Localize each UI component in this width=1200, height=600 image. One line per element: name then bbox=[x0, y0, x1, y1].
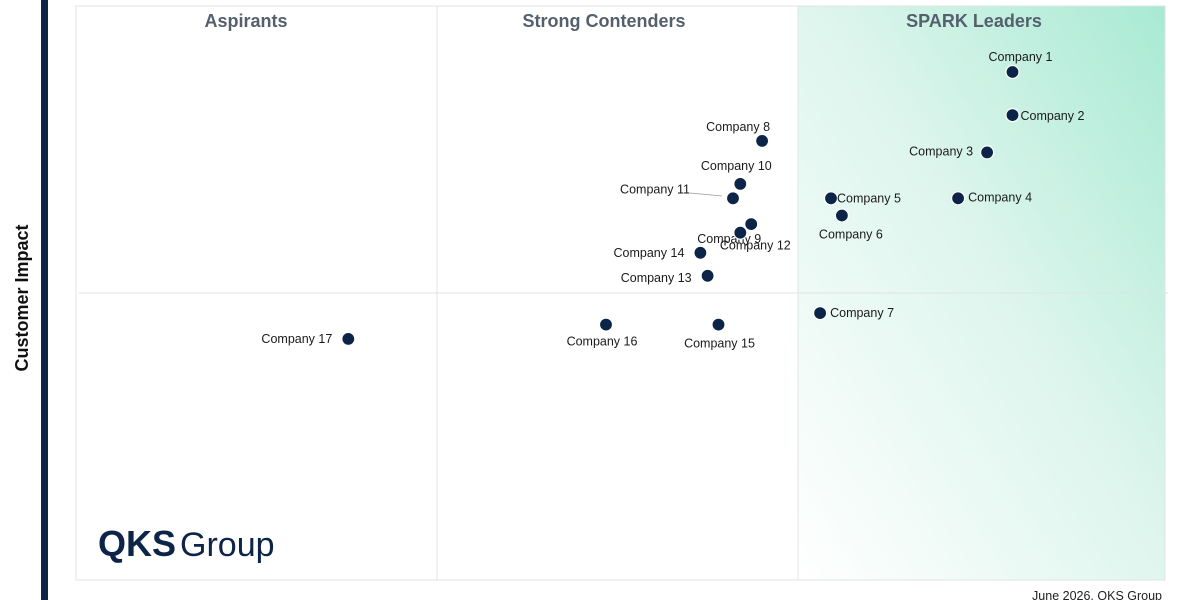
label-company-6: Company 6 bbox=[819, 228, 883, 242]
company-11-leader-line bbox=[689, 192, 723, 197]
point-company-16 bbox=[598, 317, 614, 332]
point-company-12 bbox=[733, 225, 748, 240]
point-company-14 bbox=[693, 245, 708, 260]
label-company-4: Company 4 bbox=[968, 190, 1032, 204]
point-company-5 bbox=[823, 191, 839, 206]
label-company-17: Company 17 bbox=[261, 332, 332, 346]
point-company-3 bbox=[979, 145, 995, 160]
label-company-1: Company 1 bbox=[989, 50, 1053, 64]
label-company-7: Company 7 bbox=[830, 306, 894, 320]
y-axis-label: Customer Impact bbox=[12, 224, 32, 371]
label-company-2: Company 2 bbox=[1021, 109, 1085, 123]
qks-group-logo: QKS Group bbox=[98, 523, 275, 564]
data-points: Company 1 Company 2 Company 3 Company 4 Comp… bbox=[261, 50, 1084, 351]
qks-logo-text: QKS Group bbox=[98, 523, 275, 564]
label-company-12: Company 12 bbox=[720, 239, 791, 253]
point-company-6 bbox=[834, 208, 850, 223]
point-company-1 bbox=[1005, 64, 1020, 80]
label-company-14: Company 14 bbox=[614, 246, 685, 260]
footer-credit: June 2026, QKS Group bbox=[1032, 589, 1162, 600]
quadrant-title-spark-leaders: SPARK Leaders bbox=[906, 11, 1042, 31]
quadrant-title-strong-contenders: Strong Contenders bbox=[522, 11, 685, 31]
label-company-15: Company 15 bbox=[684, 337, 755, 351]
point-company-13 bbox=[700, 268, 715, 283]
label-company-3: Company 3 bbox=[909, 144, 973, 158]
point-company-9 bbox=[744, 217, 759, 232]
point-company-10 bbox=[733, 176, 748, 191]
label-company-8: Company 8 bbox=[706, 120, 770, 134]
left-accent-bar bbox=[41, 0, 48, 600]
quadrant-title-aspirants: Aspirants bbox=[204, 11, 287, 31]
point-company-4 bbox=[950, 191, 966, 206]
point-company-2 bbox=[1005, 107, 1020, 123]
point-company-7 bbox=[812, 306, 828, 321]
label-company-16: Company 16 bbox=[567, 335, 638, 349]
point-company-17 bbox=[341, 331, 356, 346]
label-company-11: Company 11 bbox=[620, 182, 690, 196]
label-company-10: Company 10 bbox=[701, 159, 772, 173]
label-company-5: Company 5 bbox=[837, 191, 901, 205]
point-company-15 bbox=[711, 317, 726, 332]
label-company-13: Company 13 bbox=[621, 271, 692, 285]
point-company-11 bbox=[725, 191, 741, 206]
point-company-8 bbox=[754, 133, 770, 148]
